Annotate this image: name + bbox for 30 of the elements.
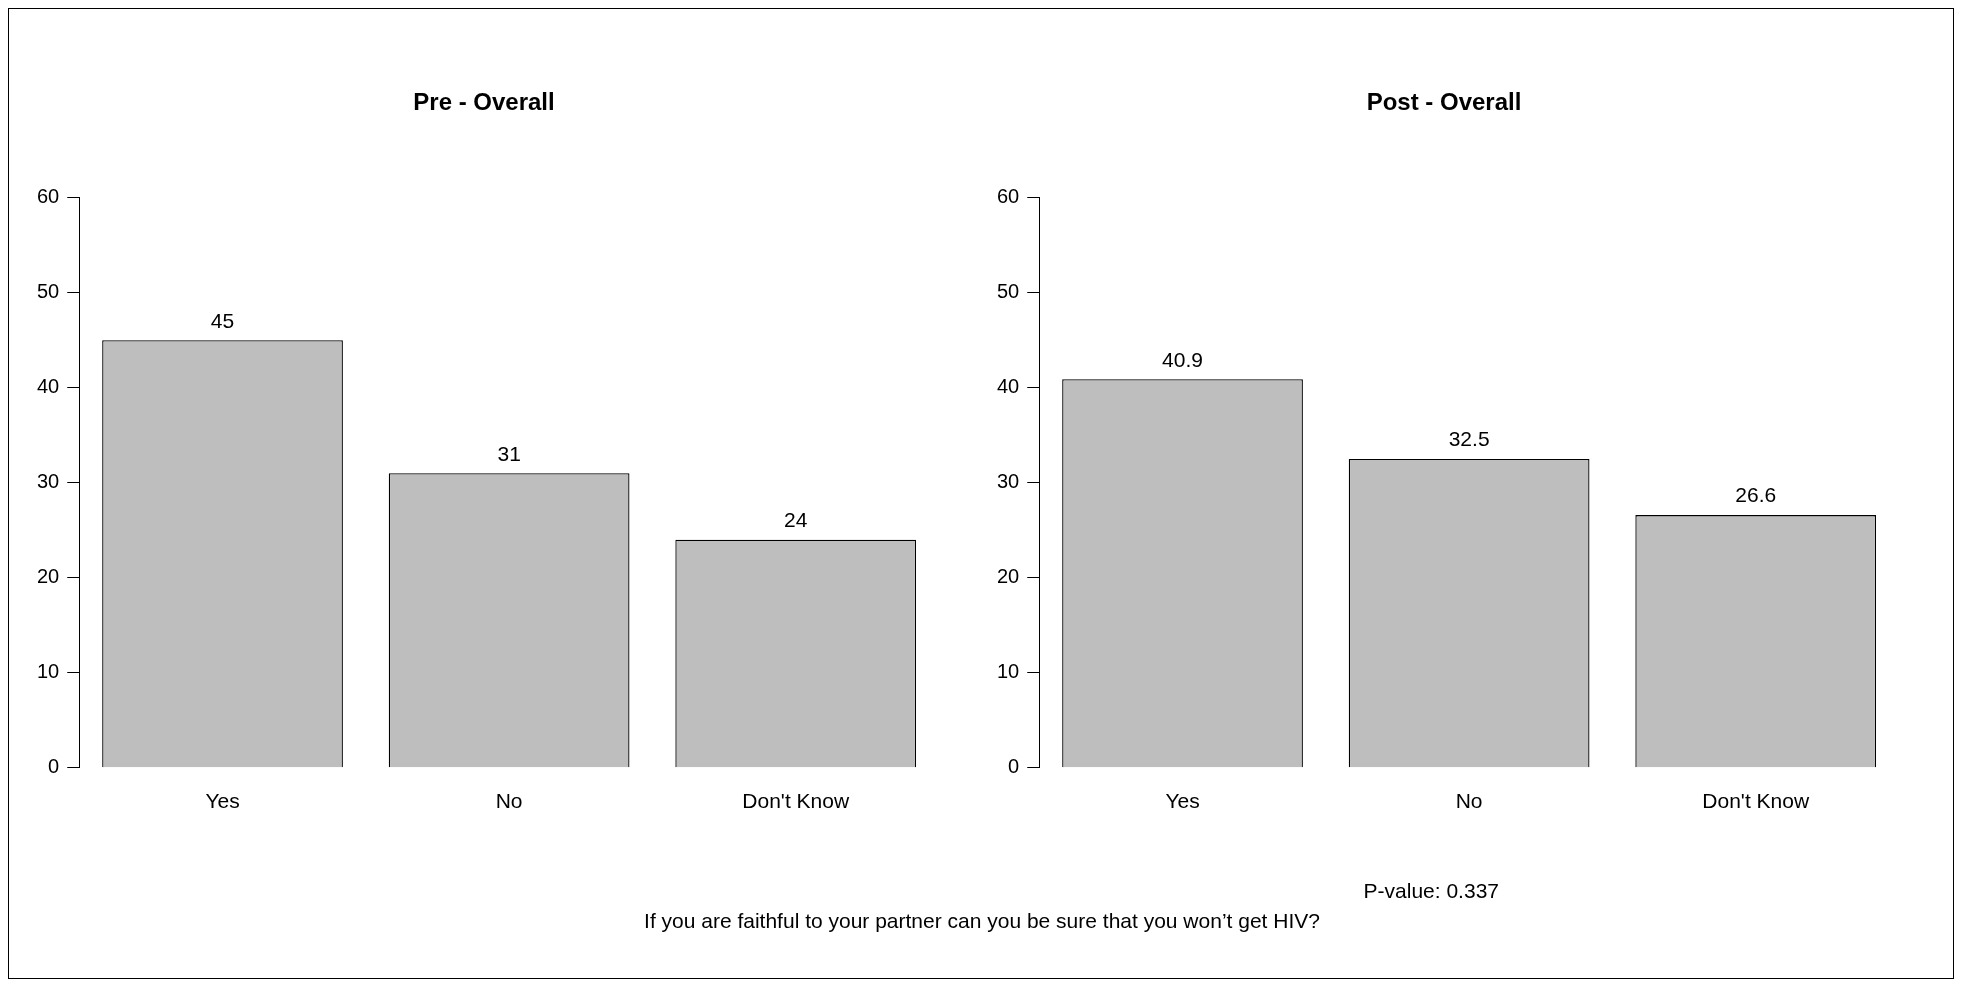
y-tick-label: 20 — [37, 565, 60, 588]
y-tick-label: 60 — [997, 185, 1020, 208]
x-tick-label: No — [495, 789, 523, 813]
text: If you are faithful to your partner can you be sure that you won’t get HIV? — [643, 909, 1321, 933]
y-tick-label: 50 — [997, 280, 1020, 303]
x-tick-label: Don't Know — [742, 789, 850, 813]
data-label: 32.5 — [1448, 427, 1490, 451]
x-tick-label: Yes — [1165, 789, 1200, 813]
y-tick-label: 10 — [997, 660, 1020, 683]
data-label: 45 — [210, 308, 235, 332]
y-tick-label: 20 — [997, 565, 1020, 588]
y-tick-label: 0 — [48, 755, 60, 778]
x-tick-label: No — [1455, 789, 1483, 813]
data-label: 24 — [784, 508, 808, 532]
y-tick-label: 0 — [1008, 755, 1020, 778]
y-tick-label: 50 — [37, 280, 60, 303]
x-tick-label: Yes — [205, 789, 240, 813]
x-tick-label: Don't Know — [1702, 789, 1810, 813]
chart-title: Pre - Overall — [413, 88, 555, 116]
text: P-value: 0.337 — [1362, 879, 1499, 903]
y-tick-label: 30 — [37, 470, 60, 493]
y-tick-label: 60 — [37, 185, 60, 208]
data-label: 31 — [497, 441, 521, 465]
y-tick-label: 30 — [997, 470, 1020, 493]
chart-title: Post - Overall — [1366, 88, 1522, 116]
y-tick-label: 40 — [997, 375, 1020, 398]
y-tick-label: 40 — [37, 375, 60, 398]
data-label: 26.6 — [1735, 483, 1777, 507]
y-tick-label: 10 — [37, 660, 60, 683]
data-label: 40.9 — [1162, 347, 1203, 371]
